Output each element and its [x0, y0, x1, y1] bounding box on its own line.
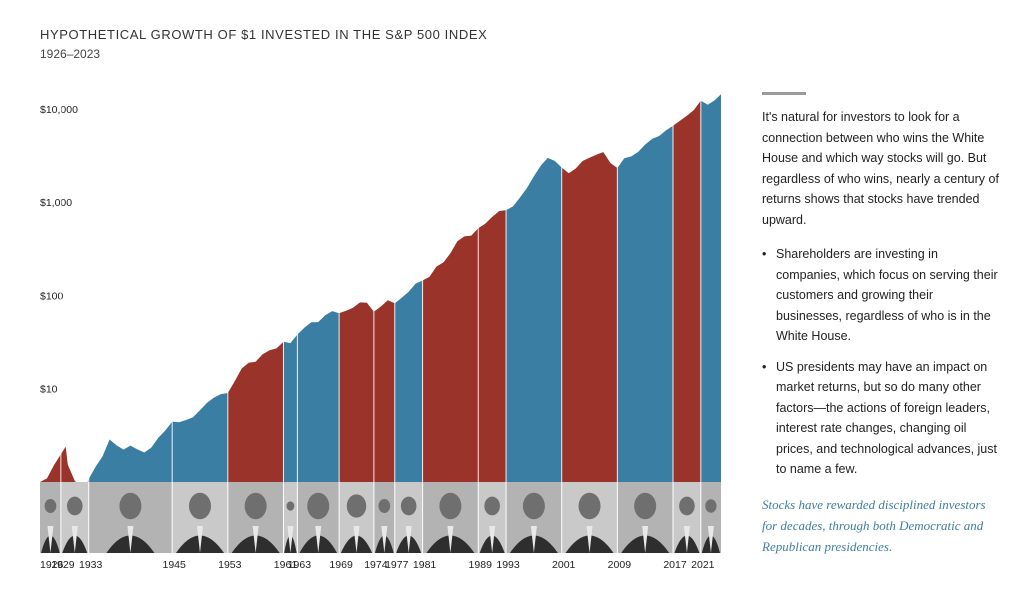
presidency-area-republican — [227, 94, 284, 482]
x-tick-label: 2021 — [691, 559, 715, 571]
x-tick-label: 1977 — [385, 559, 409, 571]
presidency-area-democrat — [88, 94, 173, 482]
presidency-area-republican — [673, 94, 702, 482]
x-tick-label: 1969 — [329, 559, 353, 571]
y-tick-label: $1,000 — [40, 197, 72, 209]
side-bullets: Shareholders are investing in companies,… — [762, 244, 1002, 480]
x-tick-label: 1926 — [40, 559, 64, 571]
presidency-area-republican — [40, 94, 62, 482]
president-portrait — [673, 482, 701, 553]
president-portrait — [88, 482, 173, 553]
presidency-area-democrat — [297, 94, 340, 482]
president-portrait — [339, 482, 374, 553]
presidency-area-democrat — [172, 94, 229, 482]
presidency-area-democrat — [506, 94, 562, 482]
president-portrait — [422, 482, 479, 553]
presidency-area-republican — [373, 94, 396, 482]
x-tick-label: 1953 — [218, 559, 242, 571]
presidency-area-democrat — [283, 94, 298, 482]
president-portrait — [394, 482, 423, 553]
x-tick-label: 2001 — [552, 559, 576, 571]
chart-subtitle: 1926–2023 — [40, 47, 101, 61]
x-tick-label: 1989 — [469, 559, 493, 571]
presidency-area-republican — [478, 94, 507, 482]
president-portrait — [283, 482, 298, 553]
x-tick-label: 1933 — [79, 559, 103, 571]
x-tick-label: 1961 — [274, 559, 298, 571]
president-portrait — [506, 482, 562, 553]
president-portrait — [227, 482, 284, 553]
presidency-area-republican — [422, 94, 479, 482]
presidency-area-republican — [60, 94, 89, 482]
x-tick-label: 1993 — [496, 559, 520, 571]
x-tick-label: 2017 — [663, 559, 687, 571]
presidency-area-democrat — [394, 94, 423, 482]
y-tick-label: $10 — [40, 384, 58, 396]
presidency-area-republican — [339, 94, 375, 482]
x-tick-label: 2009 — [608, 559, 632, 571]
x-tick-label: 1929 — [51, 559, 75, 571]
president-portrait — [297, 482, 340, 553]
president-portrait — [373, 482, 395, 553]
x-tick-label: 1974 — [364, 559, 388, 571]
x-tick-label: 1963 — [288, 559, 312, 571]
side-bullet: Shareholders are investing in companies,… — [762, 244, 1002, 347]
side-intro: It's natural for investors to look for a… — [762, 110, 999, 227]
side-callout: Stocks have rewarded disciplined investo… — [762, 496, 986, 554]
presidency-area-democrat — [700, 94, 721, 482]
president-portrait — [40, 482, 61, 553]
x-tick-label: 1945 — [162, 559, 186, 571]
x-tick-label: 1981 — [413, 559, 437, 571]
president-portrait — [478, 482, 507, 553]
chart-title: HYPOTHETICAL GROWTH OF $1 INVESTED IN TH… — [40, 27, 488, 42]
y-tick-label: $100 — [40, 290, 64, 302]
president-portrait — [172, 482, 228, 553]
president-portrait — [617, 482, 674, 553]
presidency-area-democrat — [617, 94, 674, 482]
president-portrait — [60, 482, 89, 553]
side-panel: It's natural for investors to look for a… — [762, 92, 1002, 557]
side-bullet: US presidents may have an impact on mark… — [762, 357, 1002, 480]
side-rule — [762, 92, 806, 95]
president-portrait — [700, 482, 721, 553]
president-portrait — [561, 482, 618, 553]
y-tick-label: $10,000 — [40, 104, 78, 116]
presidency-area-republican — [561, 94, 618, 482]
